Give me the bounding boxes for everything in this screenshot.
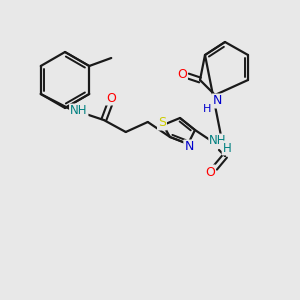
Text: O: O xyxy=(106,92,116,104)
Text: O: O xyxy=(177,68,187,80)
Text: S: S xyxy=(158,116,166,130)
Text: N: N xyxy=(212,94,222,107)
Text: H: H xyxy=(203,104,211,114)
Text: N: N xyxy=(184,140,194,154)
Text: NH: NH xyxy=(70,104,88,118)
Text: O: O xyxy=(205,166,215,178)
Text: H: H xyxy=(223,142,231,154)
Text: NH: NH xyxy=(209,134,227,148)
